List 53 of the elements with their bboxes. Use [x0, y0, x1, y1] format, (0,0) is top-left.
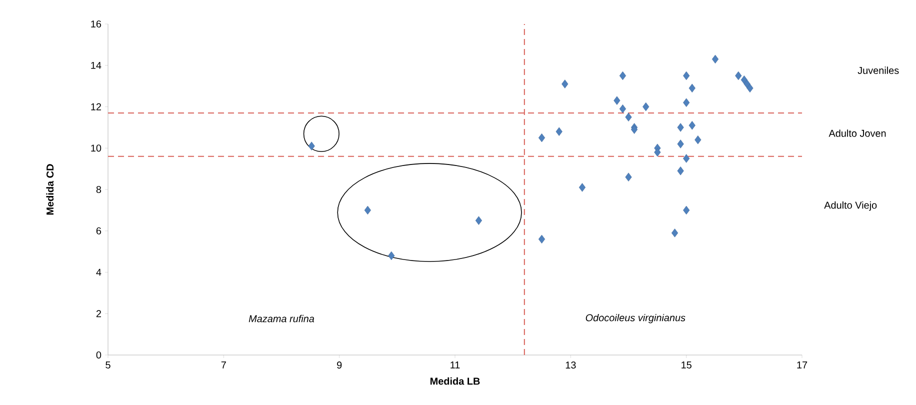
point: [694, 136, 702, 144]
x-tick-label: 13: [566, 362, 576, 369]
y-tick-label: 16: [91, 20, 102, 28]
point: [614, 96, 620, 105]
point: [683, 154, 690, 163]
point: [388, 251, 395, 260]
point: [538, 133, 546, 142]
point: [625, 112, 632, 122]
point: [683, 98, 690, 107]
y-tick-label: 8: [96, 186, 102, 194]
point: [677, 140, 684, 148]
point: [578, 183, 586, 192]
text: Adulto Joven: [828, 130, 886, 137]
x-tick-label: 9: [337, 362, 342, 369]
text: Adulto Viejo: [824, 201, 877, 211]
point: [735, 71, 742, 80]
x-tick-label: 5: [106, 362, 110, 368]
y-tick-label: 2: [96, 310, 101, 318]
y-tick-label: 6: [96, 227, 102, 234]
point: [625, 172, 632, 182]
point: [677, 123, 684, 132]
x-axis-title: Medida LB: [430, 377, 480, 385]
point: [308, 142, 315, 150]
annotation: Odocoileus virginianus: [586, 314, 686, 324]
point: [683, 206, 690, 215]
x-tick-label: 15: [682, 362, 692, 368]
point: [683, 71, 690, 80]
x-tick-label: 11: [450, 362, 460, 368]
point: [619, 104, 626, 114]
point: [364, 206, 371, 215]
y-tick-label: 0: [96, 351, 102, 359]
y-axis-title: Medida CD: [46, 164, 54, 215]
point: [619, 71, 626, 80]
point: [746, 84, 754, 92]
point: [562, 80, 568, 88]
x-tick-label: 7: [221, 362, 226, 368]
point: [475, 216, 482, 225]
point: [671, 228, 678, 238]
y-tick-label: 4: [96, 268, 102, 276]
point: [642, 102, 650, 112]
point: [712, 54, 719, 64]
point: [688, 121, 696, 130]
annotation: Mazama rufina: [248, 314, 314, 322]
point: [654, 148, 661, 157]
text: Juveniles: [858, 66, 899, 74]
point: [688, 84, 696, 92]
x-tick-label: 17: [797, 362, 808, 368]
point: [538, 234, 546, 244]
y-tick-label: 10: [91, 144, 102, 152]
y-tick-label: 14: [91, 62, 102, 69]
y-tick-label: 12: [91, 103, 101, 110]
point: [556, 127, 562, 136]
point: [677, 166, 684, 176]
